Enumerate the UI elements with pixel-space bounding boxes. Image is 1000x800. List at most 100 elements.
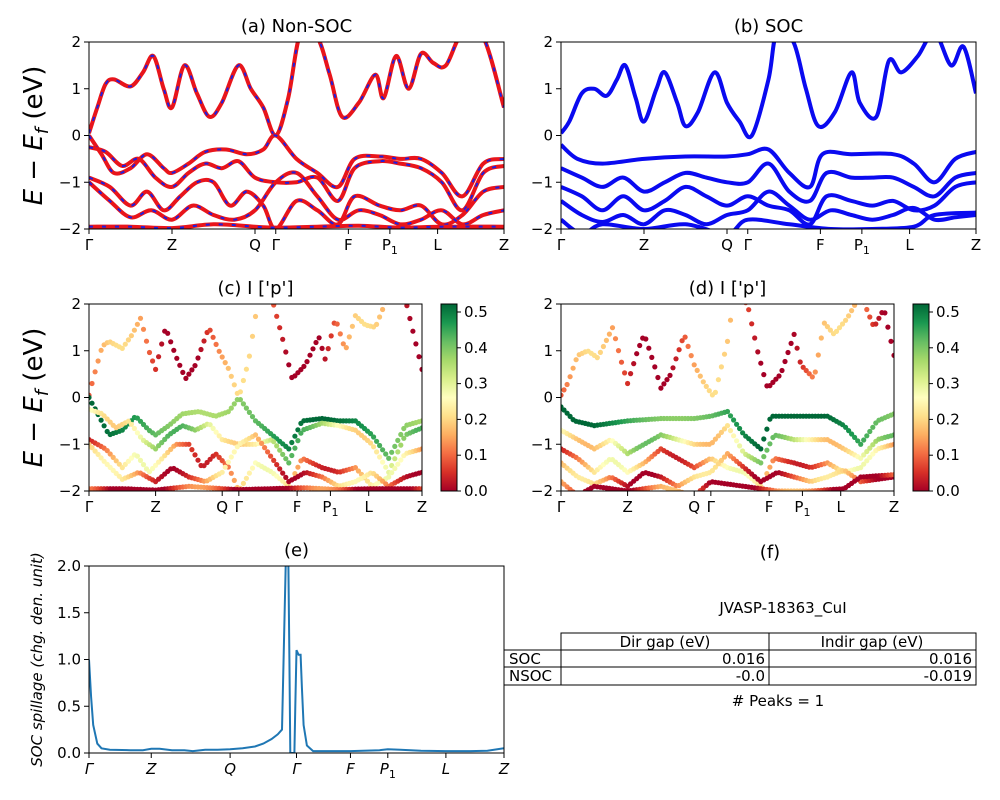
x-tick-label: Z — [622, 498, 632, 516]
projection-point — [694, 367, 700, 373]
band-line-dashed — [89, 42, 504, 137]
band-line — [89, 222, 504, 229]
projection-point — [419, 425, 422, 431]
projection-point — [249, 414, 256, 420]
projection-point — [794, 345, 800, 351]
projection-point — [743, 304, 748, 306]
x-tick-label: Z — [639, 236, 649, 254]
x-tick-label: Γ — [292, 760, 302, 778]
projection-point — [95, 358, 101, 364]
projection-point — [380, 447, 386, 453]
projection-point — [776, 373, 782, 379]
projection-point — [304, 359, 310, 365]
y-tick-label: 1.5 — [57, 604, 81, 622]
projection-point — [861, 461, 867, 467]
projection-point — [597, 349, 604, 355]
projection-point — [643, 336, 649, 342]
projection-point — [688, 353, 694, 359]
y-tick-label: −1 — [59, 435, 81, 453]
projection-point — [128, 333, 134, 339]
projection-point — [570, 365, 576, 371]
colorbar-d — [912, 303, 930, 492]
projection-point — [367, 440, 374, 446]
projection-point — [101, 423, 107, 429]
projection-point — [159, 341, 165, 347]
projection-point — [383, 464, 389, 470]
y-tick-label: 1 — [71, 342, 81, 360]
projection-point — [721, 426, 728, 432]
projection-point — [271, 439, 277, 445]
projection-point — [228, 454, 234, 460]
colorbar-tick-label: 0.4 — [936, 339, 960, 357]
x-tick-label: Γ — [557, 236, 566, 254]
projection-point — [374, 438, 380, 444]
y-tick-label: 1 — [543, 342, 553, 360]
y-tick-label: −1 — [59, 173, 81, 191]
projection-point — [791, 331, 797, 337]
projection-point — [380, 306, 386, 313]
panel-c-plot — [89, 304, 422, 491]
projection-point — [213, 451, 219, 457]
projection-point — [89, 445, 95, 451]
projection-point — [316, 335, 322, 341]
projection-point — [891, 441, 894, 447]
projection-point — [240, 401, 246, 407]
projection-point — [180, 369, 186, 375]
x-tick-label: Γ — [235, 498, 244, 516]
projection-point — [319, 345, 325, 351]
projection-point — [146, 469, 153, 475]
projection-point — [407, 315, 413, 322]
projection-point — [192, 363, 198, 369]
projection-point — [809, 374, 815, 380]
projection-point — [740, 430, 746, 436]
projection-point — [259, 440, 265, 446]
projection-point — [386, 474, 392, 480]
y-tick-label: 2 — [543, 33, 553, 51]
projection-point — [646, 345, 652, 351]
projection-point — [231, 477, 237, 483]
projection-point — [773, 376, 779, 382]
band-line — [561, 143, 976, 190]
projection-point — [700, 379, 706, 385]
x-tick-label: Q — [216, 498, 228, 516]
projection-point — [310, 346, 316, 352]
projection-point — [561, 392, 564, 398]
projection-point — [89, 394, 92, 401]
projection-point — [779, 367, 785, 374]
projection-point — [731, 433, 737, 439]
y-tick-label: −2 — [531, 482, 553, 500]
projection-point — [818, 335, 824, 341]
colorbar-tick-label: 0.2 — [464, 410, 488, 428]
band-line — [89, 170, 504, 227]
projection-point — [727, 317, 734, 323]
y-tick-label: 0 — [543, 389, 553, 407]
projection-point — [225, 459, 231, 465]
projection-point — [891, 472, 894, 478]
projection-point — [782, 358, 788, 365]
projection-point — [98, 347, 104, 353]
projection-point — [416, 354, 422, 360]
projection-point — [785, 349, 791, 356]
projection-point — [603, 337, 610, 343]
projection-point — [703, 383, 709, 389]
x-tick-label: L — [837, 498, 846, 516]
projection-point — [283, 456, 289, 462]
projection-point — [243, 366, 249, 372]
projection-point — [734, 421, 740, 427]
peaks-count: # Peaks = 1 — [732, 692, 824, 710]
projection-point — [392, 465, 398, 472]
projection-point — [134, 430, 140, 436]
y-tick-label: −2 — [531, 220, 553, 238]
projection-point — [201, 463, 207, 469]
panel-d: (d) I ['p']210−1−2Γ Z Q Γ F P1 L Z0.50.40.30.20… — [531, 278, 960, 519]
x-tick-label: F — [765, 498, 774, 516]
projection-point — [156, 459, 162, 465]
projection-point — [371, 434, 377, 440]
projection-point — [340, 341, 346, 347]
projection-point — [567, 486, 573, 491]
projection-point — [355, 468, 361, 474]
projection-point — [95, 451, 101, 457]
projection-point — [740, 448, 746, 454]
projection-point — [240, 480, 246, 486]
projection-point — [334, 321, 340, 327]
